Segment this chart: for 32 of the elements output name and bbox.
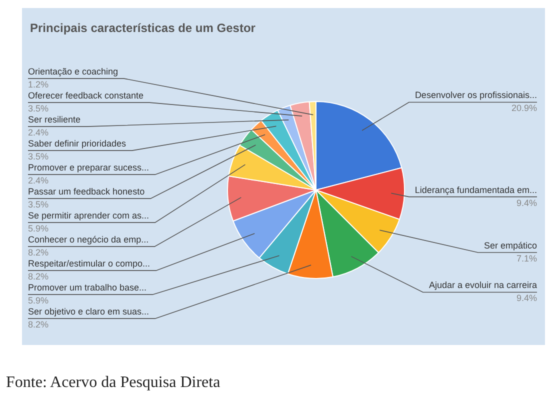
slice-label: Ser empático [484, 240, 537, 251]
data-label: 2.4% [28, 128, 49, 138]
data-label: 5.9% [28, 296, 49, 306]
data-label: 9.4% [516, 293, 537, 304]
slice-label: Ajudar a evoluir na carreira [428, 280, 537, 290]
data-label: 2.4% [28, 176, 49, 186]
data-label: 3.5% [28, 104, 49, 114]
slice-label: Promover um trabalho base... [28, 282, 147, 293]
data-label: 7.1% [516, 254, 537, 264]
slice-label: Conhecer o negócio da emp... [28, 234, 149, 245]
data-label: 3.5% [28, 152, 49, 162]
data-label: 3.5% [28, 200, 49, 210]
data-label: 8.2% [28, 272, 49, 282]
data-label: 8.2% [28, 248, 49, 258]
slice-label: Respeitar/estimular o compo... [28, 258, 150, 269]
data-label: 8.2% [28, 320, 49, 330]
slice-label: Orientação e coaching [28, 66, 118, 77]
slice-label: Ser objetivo e claro em suas... [28, 306, 150, 317]
chart-title: Principais características de um Gestor [30, 21, 256, 35]
data-label: 9.4% [516, 198, 537, 208]
slice-label: Liderança fundamentada em... [414, 184, 537, 195]
data-label: 20.9% [511, 103, 537, 114]
slice-label: Saber definir prioridades [28, 138, 127, 149]
source-note: Fonte: Acervo da Pesquisa Direta [6, 374, 220, 392]
slice-label: Desenvolver os profissionais... [414, 90, 537, 100]
data-label: 5.9% [28, 224, 49, 234]
slice-label: Ser resiliente [28, 114, 81, 125]
slice-label: Promover e preparar sucess... [28, 162, 150, 173]
slice-label: Se permitir aprender com as... [28, 210, 150, 221]
data-label: 1.2% [28, 80, 49, 90]
slice-label: Passar um feedback honesto [28, 186, 145, 197]
slice-label: Oferecer feedback constante [28, 90, 144, 101]
